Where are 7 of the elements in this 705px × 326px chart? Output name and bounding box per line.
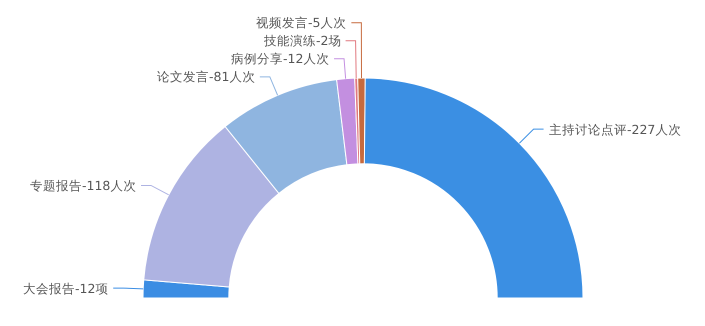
slice-label: 大会报告-12项	[23, 281, 108, 296]
slice-label: 专题报告-118人次	[30, 178, 136, 193]
slice-label: 病例分享-12人次	[231, 51, 330, 66]
slice-label: 技能演练-2场	[263, 33, 342, 48]
slice-label: 视频发言-5人次	[256, 15, 346, 30]
slice-label: 论文发言-81人次	[157, 69, 256, 84]
slice-label: 主持讨论点评-227人次	[549, 122, 682, 137]
